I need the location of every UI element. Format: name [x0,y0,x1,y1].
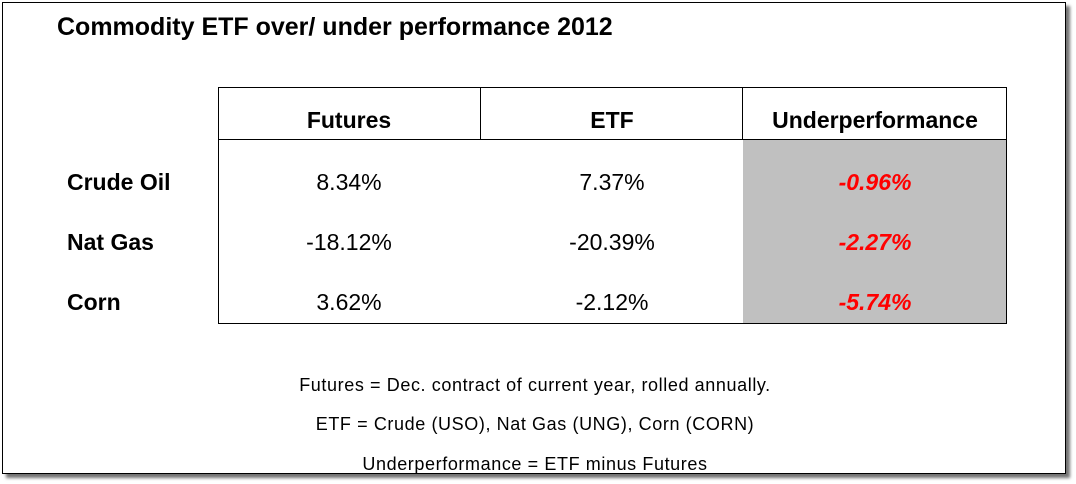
note-futures-definition: Futures = Dec. contract of current year,… [299,375,771,395]
cell-nat-gas-etf: -20.39% [569,229,655,255]
cell-corn-etf: -2.12% [575,289,649,315]
column-divider-2 [742,87,743,140]
cell-nat-gas-futures: -18.12% [306,229,392,255]
cell-crude-oil-etf: 7.37% [579,169,645,195]
header-divider [218,139,1007,140]
cell-corn-underperformance: -5.74% [838,289,912,315]
cell-crude-oil-futures: 8.34% [316,169,382,195]
column-header-futures: Futures [306,107,392,133]
row-label-crude-oil: Crude Oil [67,169,171,195]
underperformance-column-fill [743,140,1006,323]
cell-nat-gas-underperformance: -2.27% [838,229,912,255]
note-etf-definition: ETF = Crude (USO), Nat Gas (UNG), Corn (… [315,414,755,434]
note-underperformance-definition: Underperformance = ETF minus Futures [362,454,708,474]
cell-corn-futures: 3.62% [316,289,382,315]
column-header-etf: ETF [590,107,634,133]
table-grid [218,87,1007,324]
cell-crude-oil-underperformance: -0.96% [838,169,912,195]
chart-title: Commodity ETF over/ under performance 20… [57,13,613,41]
column-divider-1 [480,87,481,140]
chart-frame: Commodity ETF over/ under performance 20… [2,2,1066,474]
row-label-nat-gas: Nat Gas [67,229,154,255]
row-label-corn: Corn [67,289,121,315]
column-header-underperformance: Underperformance [772,107,978,133]
